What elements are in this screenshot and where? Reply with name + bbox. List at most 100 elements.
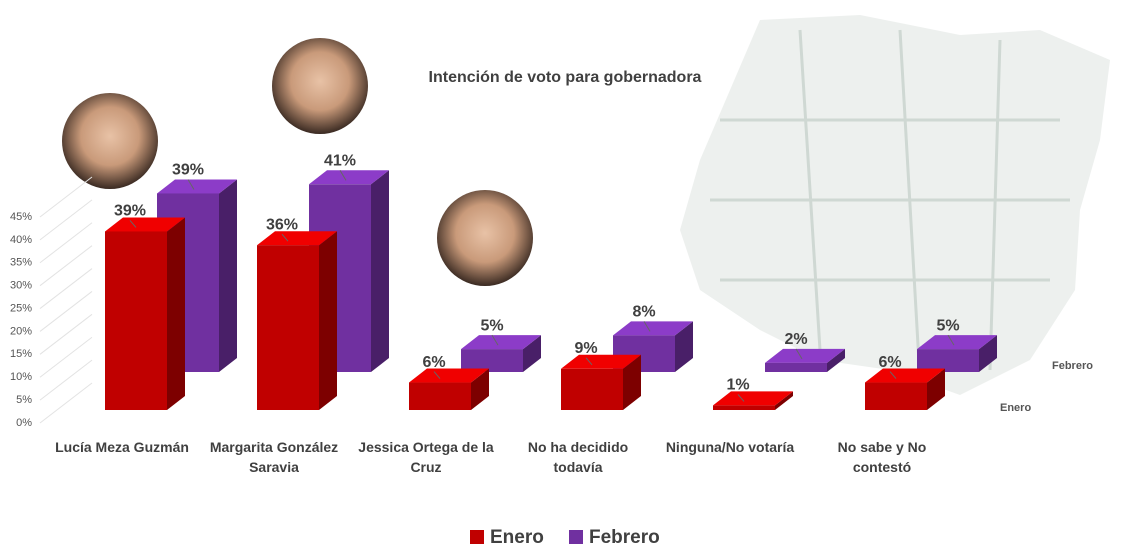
x-tick-label: No ha decidido todavía: [527, 439, 629, 475]
leader-line: [585, 357, 593, 366]
bar-top: [561, 354, 641, 369]
bar-side: [523, 335, 541, 372]
bar-side: [827, 348, 845, 372]
x-tick-label: Lucía Meza Guzmán: [55, 439, 189, 455]
value-label: 8%: [632, 304, 655, 321]
bar-top: [309, 170, 389, 185]
bar-front: [105, 231, 167, 410]
chart-title: Intención de voto para gobernadora: [429, 69, 702, 86]
x-tick-label: Ninguna/No votaría: [665, 439, 795, 455]
value-label: 2%: [784, 331, 807, 348]
y-tick-label: 45%: [10, 211, 32, 223]
leader-line: [491, 334, 499, 346]
legend-label: Enero: [490, 527, 544, 548]
value-label: 6%: [422, 354, 445, 371]
map-texture: [710, 29, 1070, 381]
bar-top: [409, 368, 489, 383]
bar-side: [675, 321, 693, 372]
x-tick-label: No sabe y No contestó: [837, 439, 927, 475]
grid-line: [39, 336, 93, 378]
depth-label: Febrero: [1052, 360, 1093, 372]
bar: [865, 368, 945, 410]
leader-line: [339, 170, 347, 181]
value-label: 1%: [726, 377, 749, 394]
leader-line: [129, 220, 137, 228]
bar-top: [157, 179, 237, 194]
y-tick-label: 30%: [10, 280, 32, 292]
bar: [917, 335, 997, 372]
y-tick-label: 5%: [16, 394, 32, 406]
legend-swatch: [470, 530, 484, 544]
bar-top: [865, 368, 945, 383]
bar-front: [257, 245, 319, 410]
bar-side: [775, 391, 793, 410]
photo: [62, 93, 158, 189]
value-label: 39%: [172, 162, 204, 179]
leader-line: [947, 334, 955, 346]
y-tick-label: 15%: [10, 348, 32, 360]
y-tick-label: 20%: [10, 325, 32, 337]
bar-side: [927, 368, 945, 410]
bar-front: [765, 362, 827, 372]
bar-top: [105, 217, 185, 232]
photo: [272, 38, 368, 134]
bar: [409, 368, 489, 410]
grid-line: [39, 268, 93, 309]
bar-top: [713, 391, 793, 406]
bar-front: [461, 349, 523, 372]
bar: [713, 391, 793, 410]
grid-line: [39, 199, 93, 241]
bar-side: [979, 335, 997, 372]
leader-line: [281, 233, 289, 242]
y-tick-label: 40%: [10, 234, 32, 246]
bar-top: [257, 231, 337, 246]
bar-side: [319, 231, 337, 410]
value-label: 6%: [878, 354, 901, 371]
bar-side: [219, 179, 237, 372]
bar: [561, 354, 641, 410]
value-label: 5%: [936, 317, 959, 334]
grid-line: [39, 222, 93, 264]
leader-line: [643, 321, 651, 332]
x-tick-label: Margarita González Saravia: [209, 439, 339, 475]
bar-side: [471, 368, 489, 410]
bar-top: [461, 335, 541, 350]
map-background: [680, 15, 1110, 395]
bar: [765, 348, 845, 372]
bar-top: [917, 335, 997, 350]
bar: [461, 335, 541, 372]
y-tick-label: 10%: [10, 371, 32, 383]
grid-line: [39, 313, 93, 355]
bar-side: [371, 170, 389, 372]
x-tick-label: Jessica Ortega de la Cruz: [358, 439, 494, 475]
y-tick-label: 0%: [16, 417, 32, 429]
bar-side: [167, 217, 185, 410]
value-label: 39%: [114, 203, 146, 220]
bar-front: [865, 382, 927, 410]
grid-line: [39, 176, 93, 218]
bar-side: [623, 354, 641, 410]
bar-top: [613, 321, 693, 336]
grid-line: [39, 359, 93, 401]
leader-line: [433, 371, 441, 379]
legend-label: Febrero: [589, 527, 660, 548]
photo: [437, 190, 533, 286]
value-label: 5%: [480, 317, 503, 334]
bar-front: [409, 382, 471, 410]
bar-front: [917, 349, 979, 372]
legend-swatch: [569, 530, 583, 544]
value-label: 41%: [324, 153, 356, 170]
leader-line: [737, 394, 745, 402]
y-tick-label: 35%: [10, 257, 32, 269]
depth-label: Enero: [1000, 402, 1031, 414]
y-tick-label: 25%: [10, 302, 32, 314]
bar-front: [561, 368, 623, 410]
grid-line: [39, 291, 93, 332]
value-label: 9%: [574, 340, 597, 357]
leader-line: [187, 179, 195, 190]
leader-line: [889, 371, 897, 379]
grid-line: [39, 245, 93, 287]
bar: [257, 231, 337, 410]
